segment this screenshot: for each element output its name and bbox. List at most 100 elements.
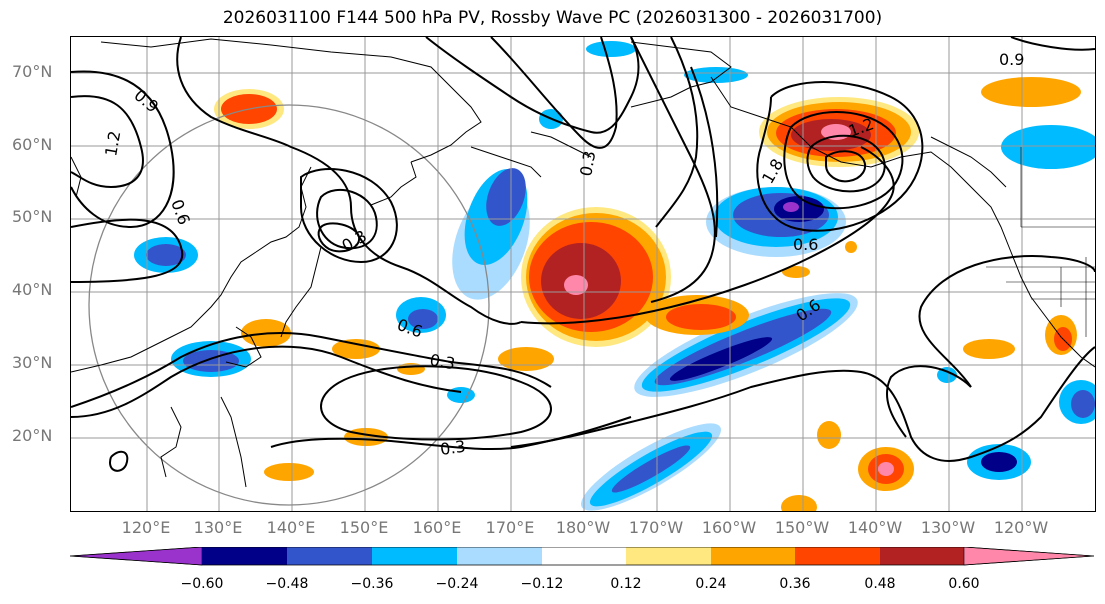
pos-anomaly-blob bbox=[963, 339, 1015, 359]
pv-contour bbox=[71, 332, 552, 408]
colorbar bbox=[70, 547, 1094, 566]
pos-anomaly-blob bbox=[817, 421, 841, 449]
colorbar-bin bbox=[202, 547, 287, 565]
neg-anomaly-blob bbox=[981, 452, 1017, 472]
lon-label: 140°E bbox=[266, 518, 316, 537]
pv-contour bbox=[655, 37, 699, 228]
lon-label: 150°W bbox=[774, 518, 830, 537]
pv-contour bbox=[825, 150, 867, 183]
contour-label: 0.9 bbox=[999, 50, 1024, 69]
colorbar-tick-label: 0.36 bbox=[779, 576, 811, 592]
pos-anomaly-blob bbox=[666, 304, 736, 330]
pv-contour bbox=[756, 81, 924, 232]
pv-contours bbox=[71, 37, 1095, 472]
colorbar-bin bbox=[795, 547, 880, 565]
pv-contour bbox=[71, 70, 175, 229]
neg-anomaly-blob bbox=[611, 445, 691, 493]
contour-label: 0.6 bbox=[167, 197, 194, 227]
colorbar-extend-low bbox=[70, 547, 203, 566]
pv-contour bbox=[783, 111, 904, 210]
pv-contour bbox=[690, 66, 719, 238]
pos-anomaly-blob bbox=[332, 339, 380, 359]
pos-anomaly-blob bbox=[781, 495, 817, 511]
contour-label: 0.6 bbox=[793, 235, 818, 254]
pv-contour bbox=[300, 168, 398, 264]
lat-label: 50°N bbox=[12, 207, 53, 226]
pv-contour bbox=[270, 416, 632, 451]
neg-anomaly-blob bbox=[684, 67, 748, 83]
neg-anomaly-blob bbox=[1001, 125, 1095, 169]
lon-label: 180°W bbox=[555, 518, 611, 537]
neg-anomaly-blob bbox=[408, 309, 438, 329]
neg-anomaly-blob bbox=[937, 367, 957, 383]
colorbar-extend-high bbox=[963, 547, 1094, 566]
pv-contour bbox=[71, 218, 184, 283]
colorbar-tick-label: −0.12 bbox=[520, 576, 564, 592]
graticule bbox=[71, 37, 1095, 511]
lon-label: 160°E bbox=[412, 518, 462, 537]
colorbar-tick-label: 0.24 bbox=[695, 576, 727, 592]
contour-label: 1.2 bbox=[101, 129, 124, 157]
pv-contour bbox=[71, 345, 462, 418]
neg-anomaly-blob bbox=[669, 337, 773, 381]
lon-label: 140°W bbox=[847, 518, 903, 537]
colorbar-tick-label: −0.48 bbox=[265, 576, 309, 592]
contour-label: 1.8 bbox=[758, 155, 787, 187]
pv-contour bbox=[630, 37, 716, 303]
map-title: 2026031100 F144 500 hPa PV, Rossby Wave … bbox=[222, 8, 883, 28]
pv-contour bbox=[317, 222, 361, 253]
lon-label: 130°E bbox=[193, 518, 243, 537]
pv-contour bbox=[320, 365, 552, 441]
colorbar-tick-label: 0.60 bbox=[948, 576, 980, 592]
lon-label: 130°W bbox=[920, 518, 976, 537]
pv-contour bbox=[510, 346, 1095, 462]
colorbar-bin bbox=[626, 547, 711, 565]
lat-label: 20°N bbox=[12, 426, 53, 445]
pos-anomaly-blob bbox=[498, 347, 554, 371]
colorbar-bin bbox=[711, 547, 795, 565]
colorbar-bin bbox=[372, 547, 457, 565]
neg-anomaly-blob bbox=[183, 350, 239, 372]
pv-contour bbox=[806, 134, 886, 193]
contour-label: 0.9 bbox=[130, 86, 162, 117]
pos-anomaly-blob bbox=[264, 463, 314, 481]
pv-contour bbox=[425, 37, 640, 134]
neg-anomaly-blob bbox=[486, 168, 526, 226]
lat-label: 30°N bbox=[12, 353, 53, 372]
pv-contour bbox=[71, 95, 144, 189]
colorbar-outline bbox=[70, 547, 1094, 566]
colorbar-tick-label: 0.48 bbox=[864, 576, 896, 592]
pv-contour bbox=[176, 37, 522, 325]
colorbar-tick-label: −0.24 bbox=[435, 576, 479, 592]
pv-contour bbox=[520, 146, 895, 325]
colorbar-bin bbox=[457, 547, 542, 565]
lat-label: 40°N bbox=[12, 280, 53, 299]
lon-label: 150°E bbox=[339, 518, 389, 537]
lat-label: 60°N bbox=[12, 135, 53, 154]
colorbar-tick-label: −0.36 bbox=[350, 576, 394, 592]
lon-label: 170°W bbox=[628, 518, 684, 537]
pv-contour bbox=[918, 255, 1095, 388]
contour-label: 0.3 bbox=[439, 437, 467, 459]
pv-contour bbox=[886, 365, 972, 438]
map-panel: 0.9 1.2 0.6 0.3 0.6 0.3 0.3 0.6 0.6 0.9 … bbox=[70, 36, 1096, 512]
pv-contour bbox=[490, 37, 618, 149]
pos-anomaly-blob bbox=[981, 77, 1081, 107]
neg-anomaly-blob bbox=[146, 244, 186, 266]
pv-contour bbox=[109, 450, 129, 472]
contour-label: 0.3 bbox=[576, 149, 599, 177]
borders bbox=[986, 147, 1095, 337]
pos-anomaly-blob bbox=[878, 462, 894, 476]
pos-anomaly-blob bbox=[564, 275, 588, 295]
range-circle bbox=[88, 104, 490, 506]
lon-label: 120°E bbox=[121, 518, 171, 537]
lon-label: 120°W bbox=[993, 518, 1049, 537]
lon-label: 160°W bbox=[701, 518, 757, 537]
colorbar-tick-label: −0.60 bbox=[180, 576, 224, 592]
pv-map: 0.9 1.2 0.6 0.3 0.6 0.3 0.3 0.6 0.6 0.9 … bbox=[71, 37, 1095, 511]
neg-anomaly-blob bbox=[783, 202, 799, 212]
lon-label: 170°E bbox=[485, 518, 535, 537]
colorbar-bin bbox=[542, 547, 626, 565]
colorbar-bin bbox=[880, 547, 964, 565]
pos-anomaly-blob bbox=[845, 241, 857, 253]
